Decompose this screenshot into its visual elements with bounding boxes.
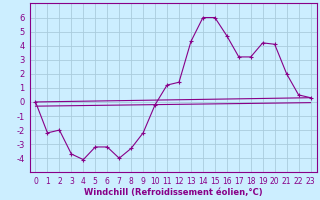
X-axis label: Windchill (Refroidissement éolien,°C): Windchill (Refroidissement éolien,°C): [84, 188, 262, 197]
